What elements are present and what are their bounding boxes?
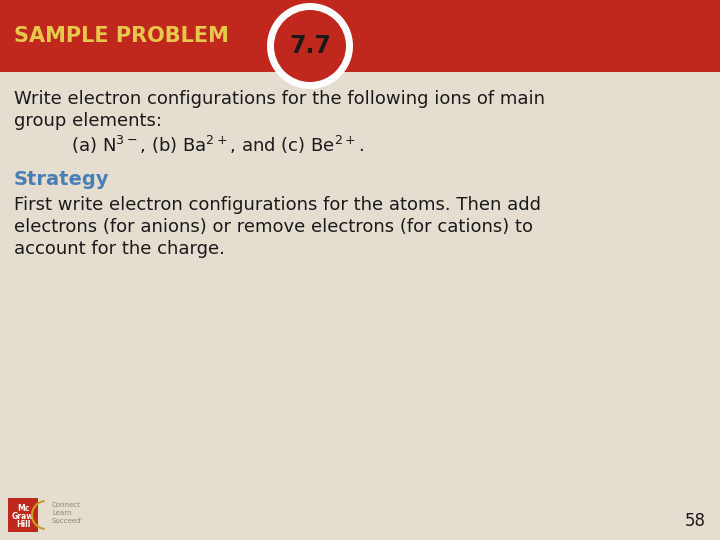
FancyBboxPatch shape bbox=[0, 0, 720, 72]
Text: 58: 58 bbox=[685, 512, 706, 530]
FancyBboxPatch shape bbox=[8, 498, 38, 532]
Text: Connect
Learn
Succeedʳ: Connect Learn Succeedʳ bbox=[52, 502, 84, 524]
Text: Hill: Hill bbox=[16, 520, 30, 529]
Circle shape bbox=[274, 10, 346, 82]
Circle shape bbox=[267, 3, 353, 89]
Text: First write electron configurations for the atoms. Then add: First write electron configurations for … bbox=[14, 196, 541, 214]
Text: Strategy: Strategy bbox=[14, 170, 109, 189]
Text: Mc: Mc bbox=[17, 504, 30, 513]
Text: group elements:: group elements: bbox=[14, 112, 162, 130]
Text: Write electron configurations for the following ions of main: Write electron configurations for the fo… bbox=[14, 90, 545, 108]
Text: SAMPLE PROBLEM: SAMPLE PROBLEM bbox=[14, 26, 229, 46]
Text: (a) N$^{3-}$, (b) Ba$^{2+}$, and (c) Be$^{2+}$.: (a) N$^{3-}$, (b) Ba$^{2+}$, and (c) Be$… bbox=[14, 134, 364, 156]
Text: Graw: Graw bbox=[12, 512, 34, 521]
Text: account for the charge.: account for the charge. bbox=[14, 240, 225, 258]
Text: electrons (for anions) or remove electrons (for cations) to: electrons (for anions) or remove electro… bbox=[14, 218, 533, 236]
Text: 7.7: 7.7 bbox=[289, 34, 331, 58]
